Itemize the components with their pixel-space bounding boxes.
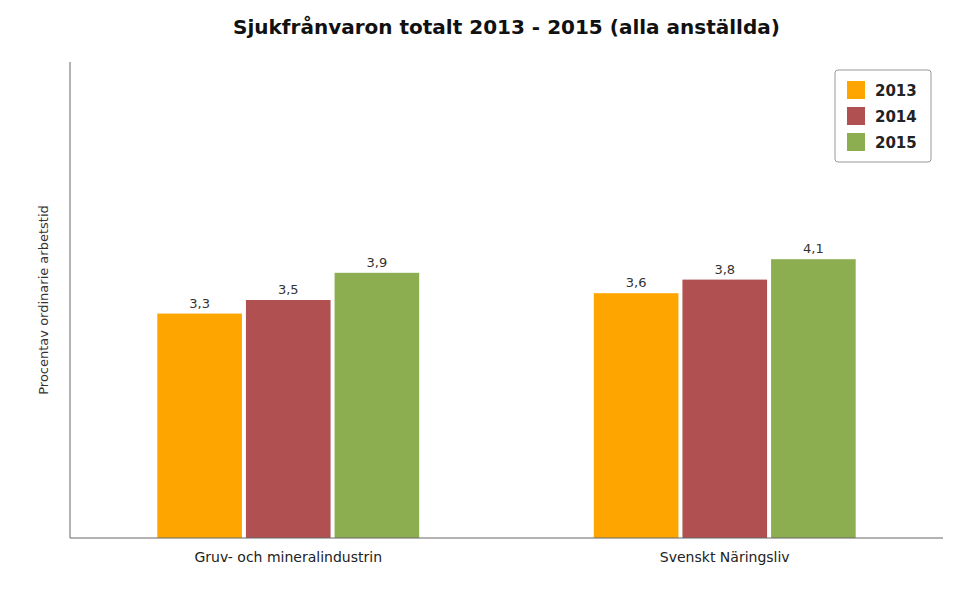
- chart-container: Sjukfrånvaron totalt 2013 - 2015 (alla a…: [0, 0, 967, 590]
- legend-swatch: [847, 107, 865, 125]
- bar: [335, 273, 420, 538]
- legend-swatch: [847, 133, 865, 151]
- x-axis-line: [70, 538, 943, 539]
- legend-frame: [835, 70, 931, 162]
- bar: [771, 259, 856, 538]
- legend-swatch: [847, 81, 865, 99]
- legend-label: 2014: [875, 108, 917, 126]
- bar: [682, 280, 767, 538]
- data-label: 4,1: [803, 241, 824, 256]
- x-tick-label: Gruv- och mineralindustrin: [194, 549, 382, 565]
- x-tick-label: Svenskt Näringsliv: [660, 549, 790, 565]
- data-label: 3,9: [367, 255, 388, 270]
- data-label: 3,5: [278, 282, 299, 297]
- bar: [246, 300, 331, 538]
- bar: [594, 293, 679, 538]
- y-axis-label: Procentav ordinarie arbetstid: [36, 205, 51, 395]
- bar: [157, 314, 242, 538]
- legend-label: 2013: [875, 82, 917, 100]
- bars: [157, 259, 855, 538]
- legend: 2013 2014 2015: [835, 70, 931, 162]
- data-label: 3,3: [189, 296, 210, 311]
- y-axis-line: [70, 62, 71, 538]
- title: Sjukfrånvaron totalt 2013 - 2015 (alla a…: [233, 15, 780, 39]
- data-label: 3,6: [626, 275, 647, 290]
- data-labels: 3,3 3,6 3,5 3,8 3,9 4,1: [189, 241, 823, 310]
- legend-label: 2015: [875, 134, 917, 152]
- data-label: 3,8: [714, 262, 735, 277]
- chart: Sjukfrånvaron totalt 2013 - 2015 (alla a…: [0, 0, 967, 590]
